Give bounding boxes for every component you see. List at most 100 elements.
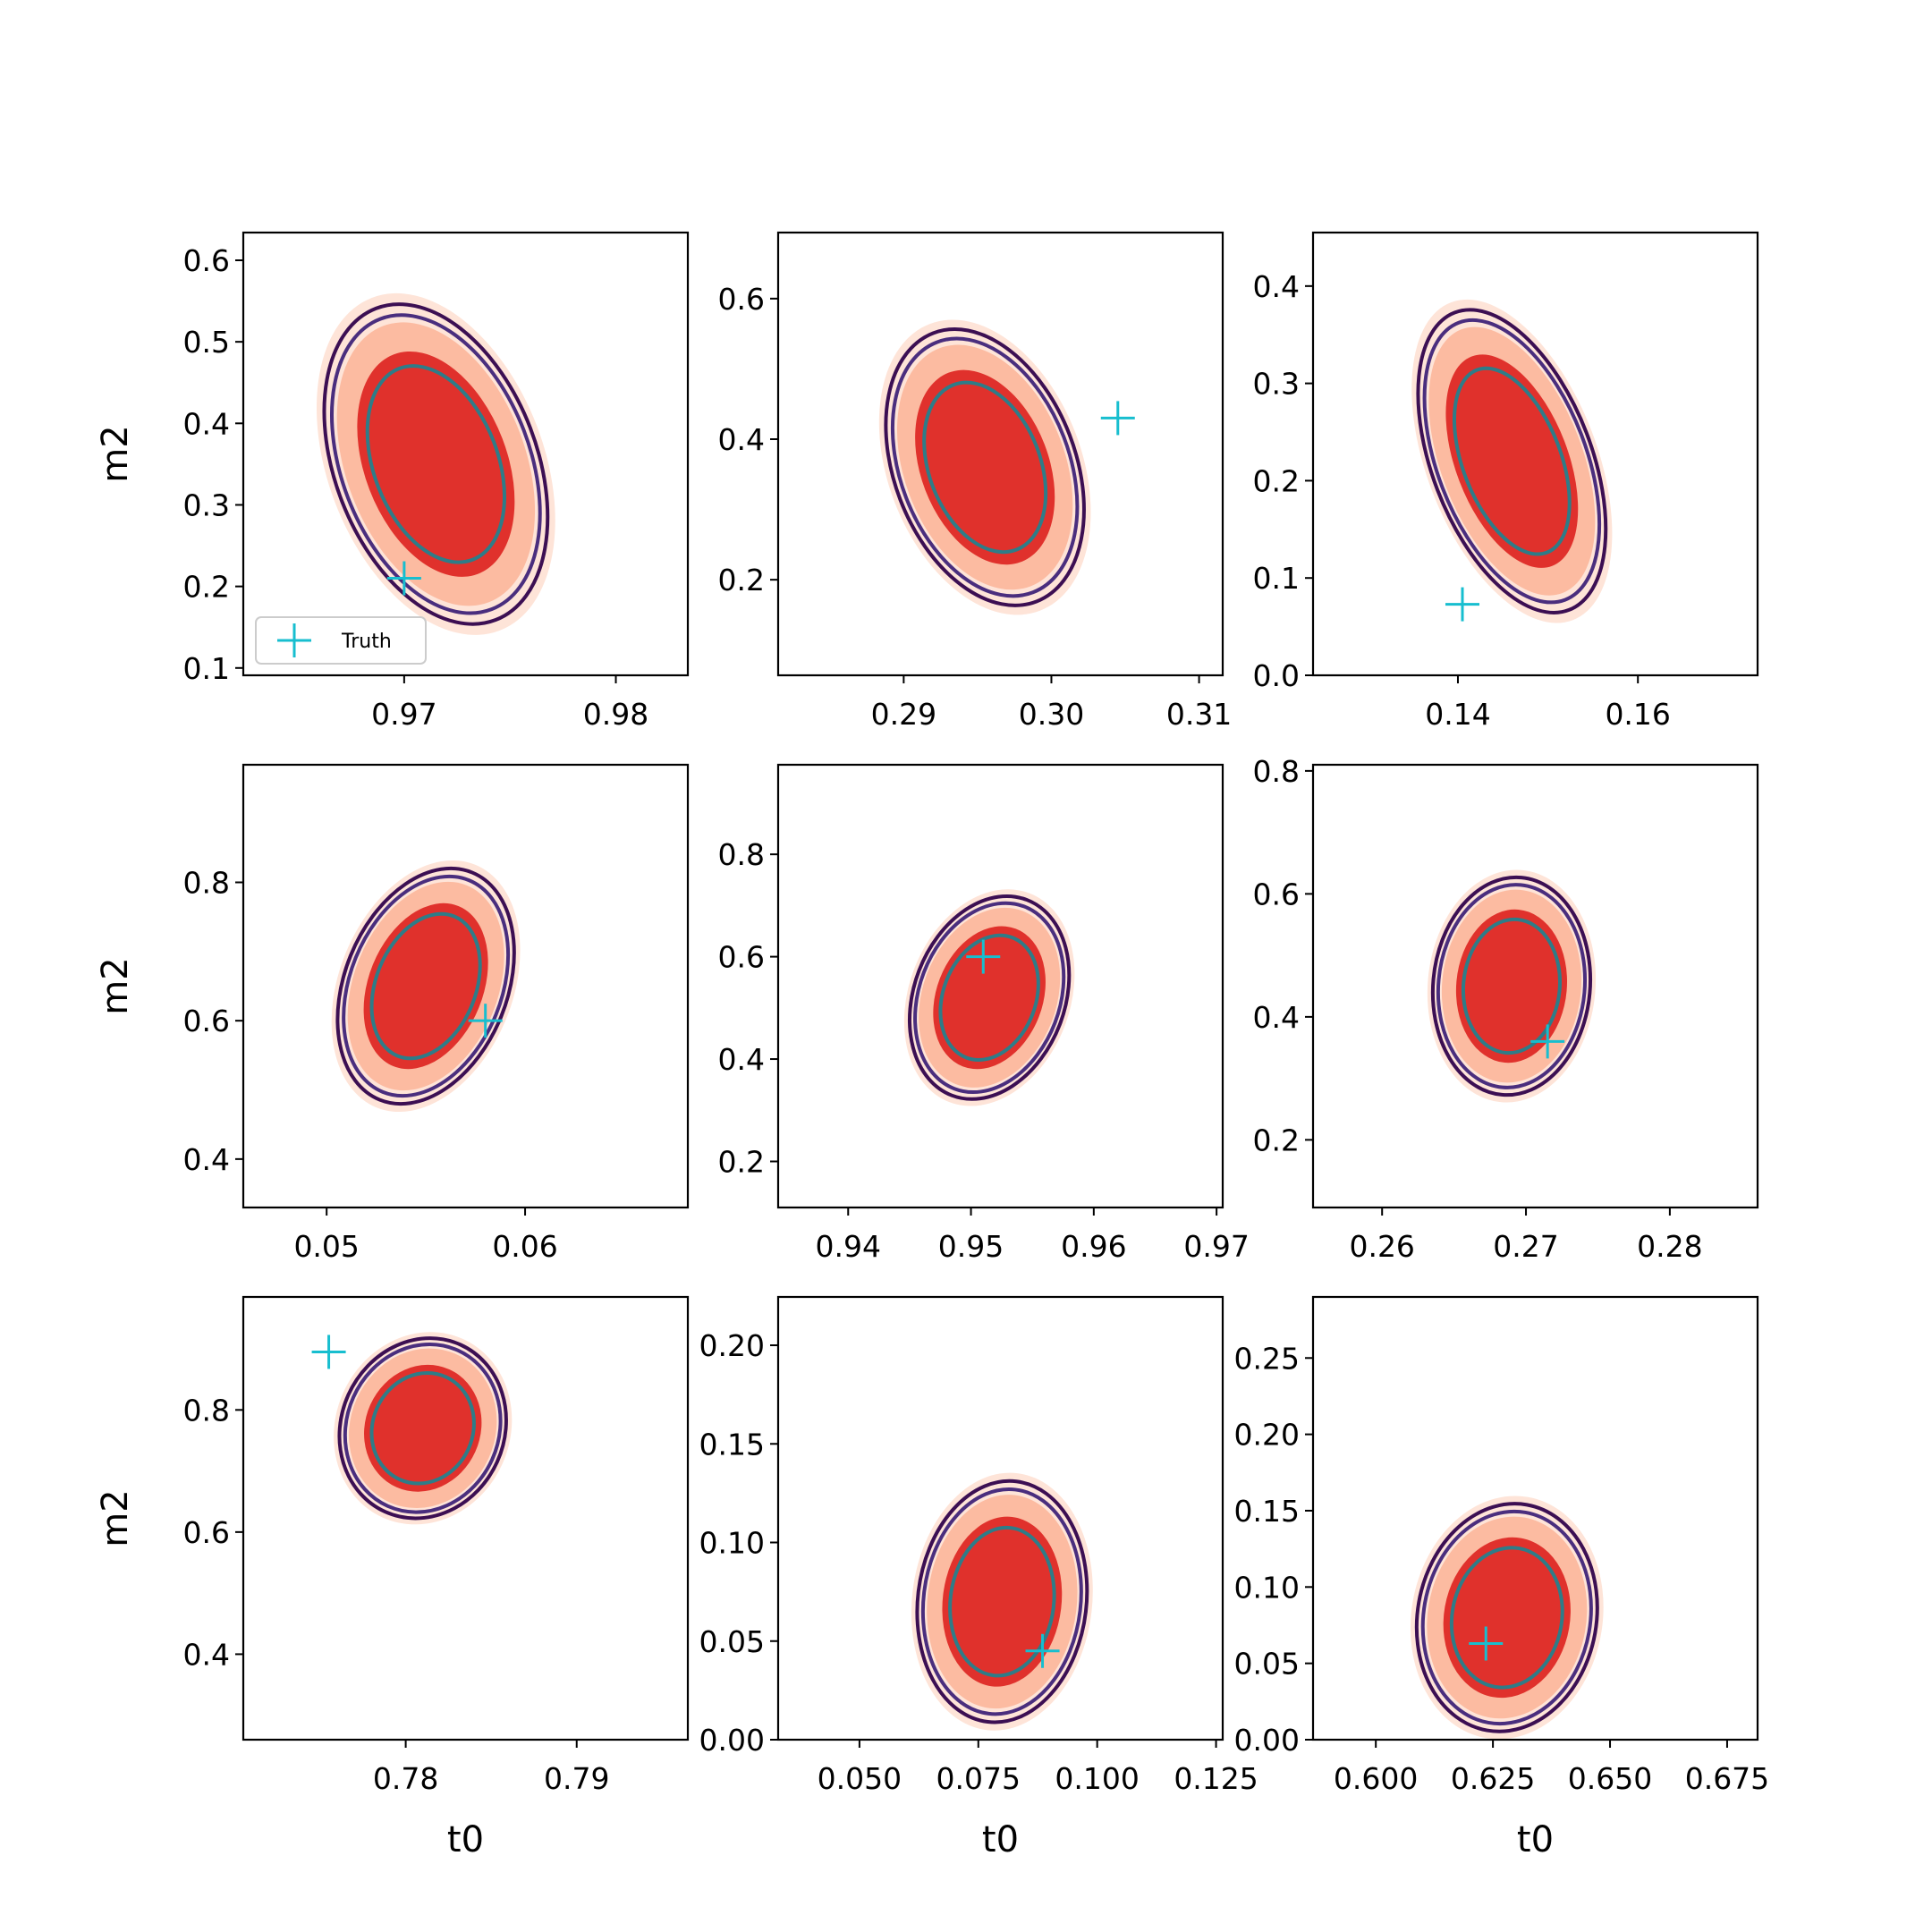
- contour-mid: [342, 874, 511, 1098]
- axes-frame: [776, 231, 1224, 677]
- x-tick-label: 0.78: [373, 1761, 438, 1796]
- density-fill-dark: [364, 1364, 482, 1492]
- y-tick-label: 0.8: [183, 865, 230, 900]
- x-tick-label: 0.14: [1425, 697, 1490, 732]
- axes-frame: [1311, 1295, 1759, 1741]
- y-tick-label: 0.8: [1253, 754, 1300, 789]
- density-fill-dark: [363, 902, 488, 1070]
- y-tick-label: 0.05: [1234, 1647, 1300, 1682]
- y-tick-label: 0.10: [1234, 1570, 1300, 1605]
- axes-frame: [242, 1295, 690, 1741]
- contour-inner: [369, 911, 482, 1061]
- truth-marker: [386, 561, 421, 596]
- contour-mid: [890, 336, 1080, 598]
- y-tick-label: 0.4: [1253, 269, 1300, 304]
- contour-mid: [1422, 318, 1602, 605]
- density-area: [911, 1472, 1093, 1731]
- x-tick-label: 0.29: [871, 697, 936, 732]
- x-tick-label: 0.600: [1334, 1761, 1418, 1796]
- truth-marker: [1025, 1633, 1060, 1668]
- contour-inner: [922, 380, 1048, 555]
- y-tick-label: 0.4: [1253, 1000, 1300, 1035]
- axes-frame: [242, 763, 690, 1209]
- y-tick-label: 0.4: [718, 1042, 765, 1077]
- panel-row2-col2: 0.94 0.95 0.96 0.97 0.2 0.4 0.6 0.8: [718, 763, 1250, 1264]
- y-axis-label: m2: [95, 1489, 136, 1546]
- axes-frame: [242, 231, 690, 677]
- contour-outer: [915, 1479, 1089, 1724]
- x-tick-label: 0.16: [1605, 697, 1670, 732]
- density-fill-dark: [933, 926, 1046, 1070]
- truth-marker: [966, 939, 1001, 974]
- contour-inner: [365, 364, 506, 564]
- y-tick-label: 0.4: [718, 422, 765, 457]
- axes-frame: [1311, 231, 1759, 677]
- truth-marker: [468, 1004, 503, 1038]
- y-tick-label: 0.15: [1234, 1494, 1300, 1529]
- x-tick-label: 0.95: [938, 1229, 1004, 1264]
- y-tick-label: 0.10: [699, 1526, 765, 1561]
- truth-marker: [1100, 401, 1135, 436]
- y-tick-label: 0.6: [183, 1004, 230, 1038]
- panel-row2-col1: 0.05 0.06 0.4 0.6 0.8 m2: [95, 763, 690, 1264]
- contour-outer: [1416, 308, 1608, 614]
- y-tick-label: 0.20: [1234, 1418, 1300, 1453]
- x-tick-label: 0.100: [1055, 1761, 1139, 1796]
- y-tick-label: 0.05: [699, 1624, 765, 1659]
- contour-mid: [343, 1343, 503, 1514]
- axes-frame: [776, 1295, 1224, 1741]
- density-area: [334, 1332, 513, 1525]
- x-tick-label: 0.31: [1166, 697, 1232, 732]
- x-tick-label: 0.125: [1174, 1761, 1258, 1796]
- y-tick-label: 0.15: [699, 1427, 765, 1462]
- y-tick-label: 0.2: [1253, 1123, 1300, 1157]
- panel-row2-col3: 0.26 0.27 0.28 0.2 0.4 0.6 0.8: [1253, 754, 1759, 1264]
- y-tick-label: 0.1: [183, 651, 230, 686]
- contour-inner: [1461, 917, 1563, 1055]
- panel-row1-col2: 0.29 0.30 0.31 0.2 0.4 0.6: [718, 231, 1232, 732]
- y-tick-label: 0.2: [718, 563, 765, 597]
- y-tick-label: 0.1: [1253, 561, 1300, 596]
- panel-row1-col3: 0.14 0.16 0.0 0.1 0.2 0.3 0.4: [1253, 231, 1759, 732]
- density-area: [878, 319, 1091, 615]
- y-axis-label: m2: [95, 425, 136, 482]
- x-tick-label: 0.650: [1568, 1761, 1652, 1796]
- y-tick-label: 0.3: [183, 487, 230, 522]
- y-tick-label: 0.0: [1253, 658, 1300, 693]
- legend: Truth: [255, 616, 427, 665]
- truth-marker: [1445, 587, 1480, 622]
- density-fill-dark: [1445, 354, 1579, 568]
- y-tick-label: 0.4: [183, 406, 230, 441]
- x-tick-label: 0.075: [936, 1761, 1021, 1796]
- x-tick-label: 0.98: [583, 697, 648, 732]
- y-tick-label: 0.25: [1234, 1341, 1300, 1376]
- y-tick-label: 0.2: [718, 1144, 765, 1179]
- density-area: [903, 889, 1075, 1106]
- x-tick-label: 0.97: [371, 697, 436, 732]
- x-axis-label: t0: [447, 1819, 484, 1860]
- truth-marker: [1530, 1024, 1565, 1059]
- contour-inner: [369, 1371, 476, 1486]
- y-tick-label: 0.6: [718, 940, 765, 975]
- contour-mid: [920, 1487, 1083, 1716]
- density-fill-dark: [942, 1516, 1063, 1687]
- contour-inner: [1452, 366, 1572, 556]
- density-area: [1427, 869, 1597, 1103]
- contour-mid: [330, 313, 542, 615]
- contour-outer: [907, 894, 1072, 1101]
- truth-marker: [1469, 1626, 1504, 1661]
- y-axis-label: m2: [95, 957, 136, 1014]
- density-fill-dark: [1455, 909, 1568, 1063]
- axes-frame: [776, 763, 1224, 1209]
- axes-frame: [1311, 763, 1759, 1209]
- contour-inner: [948, 1525, 1056, 1678]
- legend-label: Truth: [341, 631, 392, 653]
- x-axis-label: t0: [982, 1819, 1019, 1860]
- x-tick-label: 0.675: [1685, 1761, 1769, 1796]
- x-axis-label: t0: [1517, 1819, 1554, 1860]
- y-tick-label: 0.8: [718, 837, 765, 872]
- y-tick-label: 0.4: [183, 1142, 230, 1177]
- contour-outer: [1430, 875, 1593, 1097]
- y-tick-label: 0.2: [1253, 463, 1300, 498]
